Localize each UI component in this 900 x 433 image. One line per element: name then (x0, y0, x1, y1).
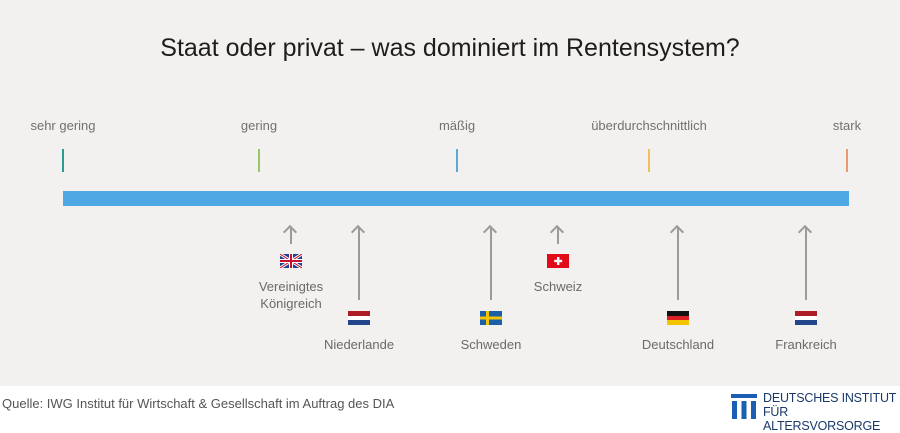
chart-title: Staat oder privat – was dominiert im Ren… (160, 34, 740, 62)
country-label-uk: Vereinigtes Königreich (259, 278, 323, 312)
country-label-niederlande: Niederlande (323, 337, 395, 352)
arrow-up-icon (290, 227, 292, 244)
logo-line2: FÜR ALTERSVORSORGE (763, 405, 881, 433)
country-label-schweiz: Schweiz (533, 279, 583, 294)
sweden-flag-icon (480, 311, 502, 325)
scale-label-stark: stark (832, 118, 862, 133)
arrow-up-icon (358, 227, 360, 300)
scale-label-gering: gering (240, 118, 278, 133)
scale-label-maessig: mäßig (438, 118, 476, 133)
uk-flag-icon (280, 254, 302, 268)
country-label-frankreich: Frankreich (775, 337, 837, 352)
switzerland-flag-icon (547, 254, 569, 268)
dia-logo-text: DEUTSCHES INSTITUT FÜR ALTERSVORSORGE (763, 391, 900, 433)
arrow-up-icon (805, 227, 807, 300)
netherlands-flag-icon (348, 311, 370, 325)
country-label-line1: Vereinigtes (258, 279, 324, 294)
germany-flag-icon (667, 311, 689, 325)
scale-bar (63, 191, 849, 206)
tick-gering (258, 149, 260, 172)
france-flag-icon (795, 311, 817, 325)
scale-label-sehr-gering: sehr gering (30, 118, 96, 133)
tick-stark (846, 149, 848, 172)
source-note: Quelle: IWG Institut für Wirtschaft & Ge… (2, 396, 395, 411)
logo-line1: DEUTSCHES INSTITUT (763, 391, 897, 405)
tick-maessig (456, 149, 458, 172)
dia-logo-icon (731, 394, 757, 419)
arrow-up-icon (677, 227, 679, 300)
country-label-line2: Königreich (260, 296, 322, 311)
chart-panel: Staat oder privat – was dominiert im Ren… (0, 0, 900, 386)
scale-label-ueberdurchschnittlich: überdurchschnittlich (591, 118, 707, 133)
country-label-schweden: Schweden (460, 337, 522, 352)
country-label-deutschland: Deutschland (641, 337, 715, 352)
tick-sehr-gering (62, 149, 64, 172)
tick-ueberdurchschnittlich (648, 149, 650, 172)
arrow-up-icon (557, 227, 559, 244)
arrow-up-icon (490, 227, 492, 300)
